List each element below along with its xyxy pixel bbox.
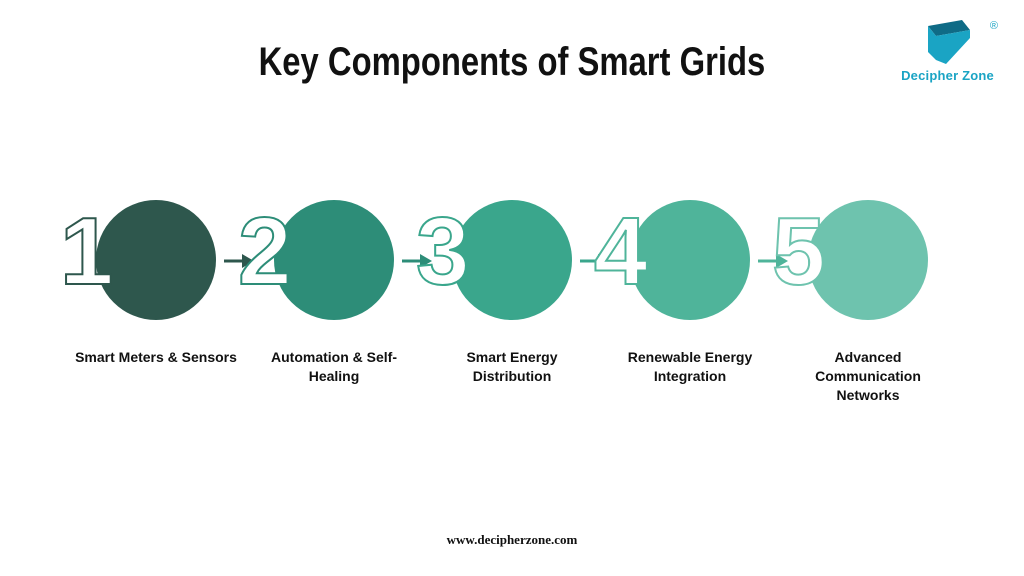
page-title-text: Key Components of Smart Grids [259, 40, 766, 85]
steps-row: 1Smart Meters & Sensors2Automation & Sel… [0, 200, 1024, 405]
step-label: Smart Energy Distribution [427, 348, 597, 386]
step-3: 3Smart Energy Distribution [447, 200, 577, 386]
step-label: Smart Meters & Sensors [71, 348, 241, 367]
step-circle: 2 [274, 200, 394, 320]
brand-logo: ® Decipher Zone [901, 20, 994, 83]
step-number: 2 [238, 204, 287, 300]
logo-text: Decipher Zone [901, 68, 994, 83]
infographic-page: Key Components of Smart Grids ® Decipher… [0, 0, 1024, 576]
step-label: Renewable Energy Integration [605, 348, 775, 386]
step-label: Advanced Communication Networks [783, 348, 953, 405]
step-4: 4Renewable Energy Integration [625, 200, 755, 386]
step-number: 1 [60, 204, 109, 300]
step-label: Automation & Self-Healing [249, 348, 419, 386]
step-5: 5Advanced Communication Networks [803, 200, 933, 405]
step-number: 3 [416, 204, 465, 300]
logo-mark-icon [922, 20, 974, 64]
step-1: 1Smart Meters & Sensors [91, 200, 221, 367]
step-circle: 5 [808, 200, 928, 320]
step-circle: 4 [630, 200, 750, 320]
step-number: 5 [772, 204, 821, 300]
step-circle: 1 [96, 200, 216, 320]
registered-mark: ® [990, 20, 998, 32]
footer-url: www.decipherzone.com [0, 532, 1024, 548]
step-number: 4 [594, 204, 643, 300]
step-circle: 3 [452, 200, 572, 320]
page-title: Key Components of Smart Grids [0, 40, 1024, 85]
step-2: 2Automation & Self-Healing [269, 200, 399, 386]
